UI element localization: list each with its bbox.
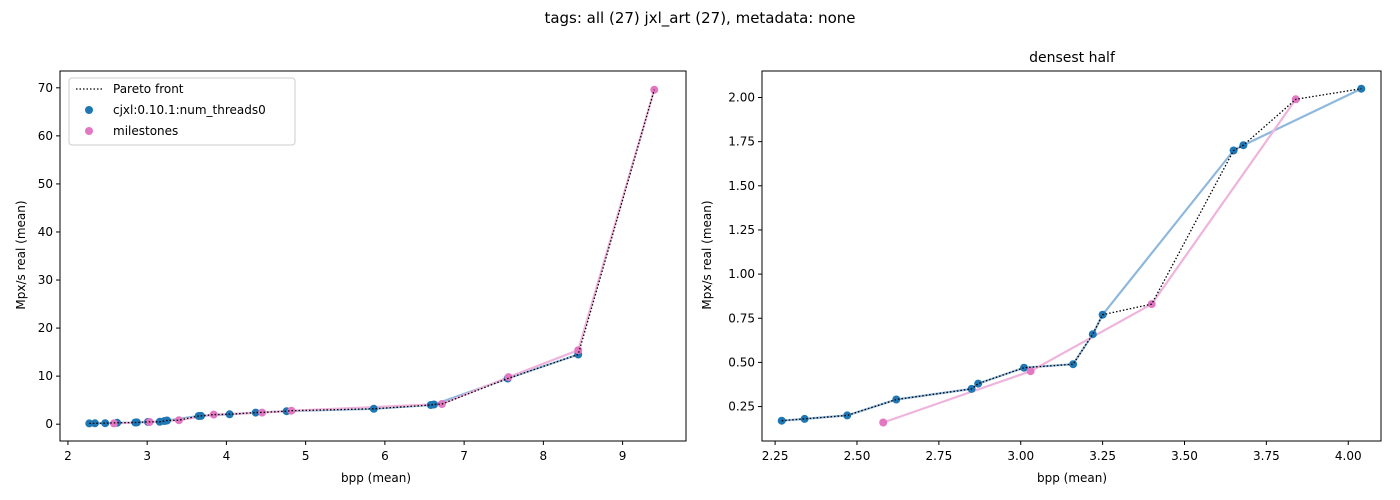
right-y-tick-label-6: 1.75 bbox=[728, 135, 755, 149]
left-point-milestones-5 bbox=[287, 406, 296, 415]
right-point-main-2 bbox=[843, 411, 852, 420]
right-x-tick-label-2: 2.75 bbox=[925, 449, 952, 463]
left-axes-frame bbox=[59, 70, 687, 442]
legend: Pareto front cjxl:0.10.1:num_threads0 mi… bbox=[68, 77, 296, 146]
right-x-tick-label-4: 3.25 bbox=[1089, 449, 1116, 463]
left-point-main-5 bbox=[132, 418, 141, 427]
left-point-milestones-7 bbox=[504, 373, 513, 382]
right-y-tick-label-0: 0.25 bbox=[728, 400, 755, 414]
right-y-tick-label-4: 1.25 bbox=[728, 223, 755, 237]
left-point-milestones-4 bbox=[258, 408, 267, 417]
left-point-main-17 bbox=[430, 400, 438, 409]
right-x-tick-label-1: 2.50 bbox=[844, 449, 871, 463]
right-axes-frame bbox=[761, 70, 1382, 442]
left-y-tick-label-7: 70 bbox=[38, 81, 53, 95]
right-point-milestones-0 bbox=[879, 418, 888, 427]
right-point-main-5 bbox=[974, 379, 983, 388]
left-y-tick-label-1: 10 bbox=[38, 369, 53, 383]
left-y-tick-label-6: 60 bbox=[38, 129, 53, 143]
left-point-milestones-2 bbox=[174, 416, 183, 425]
right-x-tick-label-0: 2.25 bbox=[762, 449, 789, 463]
right-y-axis-label: Mpx/s real (mean) bbox=[700, 200, 714, 309]
left-y-tick-label-4: 40 bbox=[38, 225, 53, 239]
right-y-tick-label-2: 0.75 bbox=[728, 311, 755, 325]
right-point-main-6 bbox=[1020, 363, 1028, 372]
right-panel-title: densest half bbox=[1029, 50, 1116, 66]
right-x-tick-label-3: 3.00 bbox=[1007, 449, 1034, 463]
left-point-main-2 bbox=[101, 419, 110, 428]
right-point-main-8 bbox=[1088, 330, 1097, 339]
legend-main-marker bbox=[85, 106, 93, 114]
left-x-tick-label-3: 5 bbox=[302, 449, 310, 463]
left-point-main-15 bbox=[369, 404, 378, 413]
left-x-tick-label-0: 2 bbox=[64, 449, 72, 463]
left-x-axis-label: bpp (mean) bbox=[341, 471, 411, 485]
right-x-tick-label-5: 3.50 bbox=[1171, 449, 1198, 463]
left-point-main-1 bbox=[90, 419, 99, 428]
left-x-tick-label-1: 3 bbox=[143, 449, 151, 463]
left-point-main-13 bbox=[251, 408, 260, 417]
right-point-milestones-1 bbox=[1026, 367, 1035, 376]
left-x-tick-label-7: 9 bbox=[619, 449, 627, 463]
figure-suptitle: tags: all (27) jxl_art (27), metadata: n… bbox=[544, 9, 855, 28]
legend-pareto-label: Pareto front bbox=[113, 82, 184, 96]
right-x-tick-label-6: 3.75 bbox=[1253, 449, 1280, 463]
legend-box bbox=[68, 77, 296, 146]
left-y-tick-label-3: 30 bbox=[38, 273, 53, 287]
right-pareto-front-line bbox=[781, 88, 1362, 422]
right-y-tick-label-5: 1.50 bbox=[728, 179, 755, 193]
right-y-tick-label-3: 1.00 bbox=[728, 267, 755, 281]
left-point-milestones-8 bbox=[574, 346, 583, 355]
right-point-main-7 bbox=[1069, 360, 1078, 369]
left-x-tick-label-4: 6 bbox=[381, 449, 389, 463]
left-y-tick-label-2: 20 bbox=[38, 321, 53, 335]
left-y-tick-label-0: 0 bbox=[45, 417, 53, 431]
right-point-main-3 bbox=[892, 395, 901, 404]
left-x-tick-label-5: 7 bbox=[460, 449, 468, 463]
legend-main-label: cjxl:0.10.1:num_threads0 bbox=[113, 103, 266, 117]
left-pareto-front-line bbox=[89, 89, 655, 425]
right-point-main-1 bbox=[800, 414, 809, 423]
left-x-tick-label-2: 4 bbox=[223, 449, 231, 463]
right-y-tick-label-7: 2.00 bbox=[728, 90, 755, 104]
left-x-tick-label-6: 8 bbox=[540, 449, 548, 463]
right-x-tick-label-7: 4.00 bbox=[1335, 449, 1362, 463]
left-y-axis-label: Mpx/s real (mean) bbox=[14, 200, 28, 309]
legend-milestones-label: milestones bbox=[113, 124, 178, 138]
right-x-axis-label: bpp (mean) bbox=[1037, 471, 1107, 485]
right-panel: densest half bpp (mean) Mpx/s real (mean… bbox=[700, 50, 1382, 485]
left-panel: bpp (mean) Mpx/s real (mean) 2 3 4 5 6 7 8 9 0 10… bbox=[14, 70, 687, 485]
left-y-tick-label-5: 50 bbox=[38, 177, 53, 191]
legend-milestones-marker bbox=[85, 127, 93, 135]
right-y-tick-label-1: 0.50 bbox=[728, 355, 755, 369]
left-point-milestones-3 bbox=[209, 410, 218, 419]
